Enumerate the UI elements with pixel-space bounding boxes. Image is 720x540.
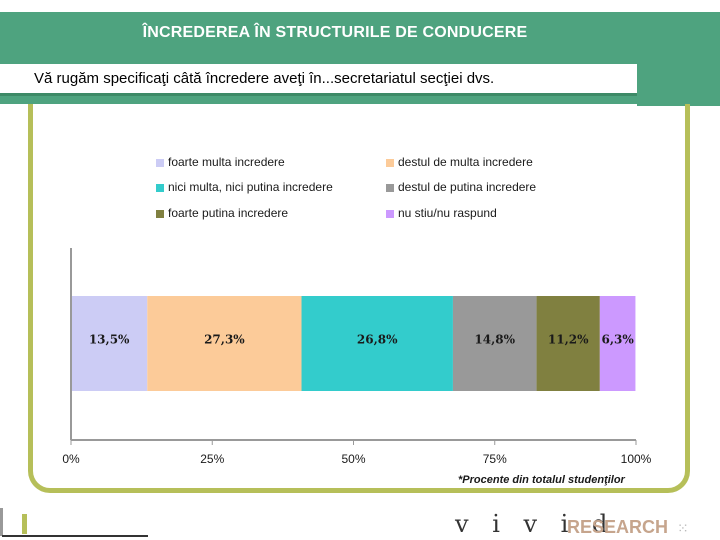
legend-item-3: nici multa, nici putina incredere <box>156 180 333 194</box>
footnote: *Procente din totalul studenţilor <box>458 474 625 486</box>
subtitle-underline <box>0 93 637 96</box>
content-frame <box>28 104 690 493</box>
logo-dots-icon: ⁙ <box>677 520 689 536</box>
bar-segment-2 <box>147 296 302 391</box>
legend-label-5: foarte putina incredere <box>168 206 289 220</box>
slide-title: ÎNCREDEREA ÎN STRUCTURILE DE CONDUCERE <box>142 24 528 41</box>
bottom-left-line <box>0 508 3 536</box>
legend-label-1: foarte multa incredere <box>168 155 285 169</box>
vivid-logo: v i v i d <box>455 510 616 538</box>
legend-swatch-5 <box>156 209 164 218</box>
header-notch <box>637 92 720 106</box>
legend-swatch-2 <box>386 158 394 167</box>
x-tick-label-2: 25% <box>200 452 224 466</box>
bar-segment-6 <box>599 296 636 391</box>
bar-label-1: 13,5% <box>89 333 130 347</box>
bar-segment-4 <box>452 296 537 391</box>
bottom-rule <box>2 535 148 537</box>
bar-label-4: 14,8% <box>474 333 515 347</box>
x-ticks: 0% 25% 50% 75% 100% <box>62 440 652 466</box>
legend-label-2: destul de multa incredere <box>398 155 533 169</box>
legend-item-2: destul de multa incredere <box>386 155 533 169</box>
bar-segment-3 <box>301 296 453 391</box>
bottom-accent-bar <box>22 514 27 534</box>
legend-item-4: destul de putina incredere <box>386 180 536 194</box>
legend-swatch-1 <box>156 158 164 167</box>
subtitle-box <box>0 64 637 96</box>
legend-label-3: nici multa, nici putina incredere <box>168 180 333 194</box>
x-tick-label-5: 100% <box>621 452 652 466</box>
bar-segment-1 <box>71 296 148 391</box>
legend-swatch-4 <box>386 183 394 192</box>
slide-subtitle: Vă rugăm specificaţi câtă încredere aveţ… <box>34 70 495 87</box>
bar-label-3: 26,8% <box>357 333 398 347</box>
legend-item-1: foarte multa incredere <box>156 155 285 169</box>
bar-segment-5 <box>536 296 600 391</box>
legend-swatch-6 <box>386 209 394 218</box>
bar-label-2: 27,3% <box>204 333 245 347</box>
legend-item-6: nu stiu/nu raspund <box>386 206 497 220</box>
legend-swatch-3 <box>156 183 164 192</box>
legend-item-5: foarte putina incredere <box>156 206 288 220</box>
x-tick-label-1: 0% <box>62 452 80 466</box>
x-tick-label-4: 75% <box>483 452 507 466</box>
bar-label-5: 11,2% <box>548 333 589 347</box>
bar-label-6: 6,3% <box>601 333 634 347</box>
research-logo-text: RESEARCH <box>567 517 669 537</box>
x-tick-label-3: 50% <box>341 452 365 466</box>
legend-label-6: nu stiu/nu raspund <box>398 206 497 220</box>
legend-label-4: destul de putina incredere <box>398 180 537 194</box>
bar-group: 13,5% 27,3% 26,8% 14,8% 11,2% 6,3% <box>71 296 636 391</box>
